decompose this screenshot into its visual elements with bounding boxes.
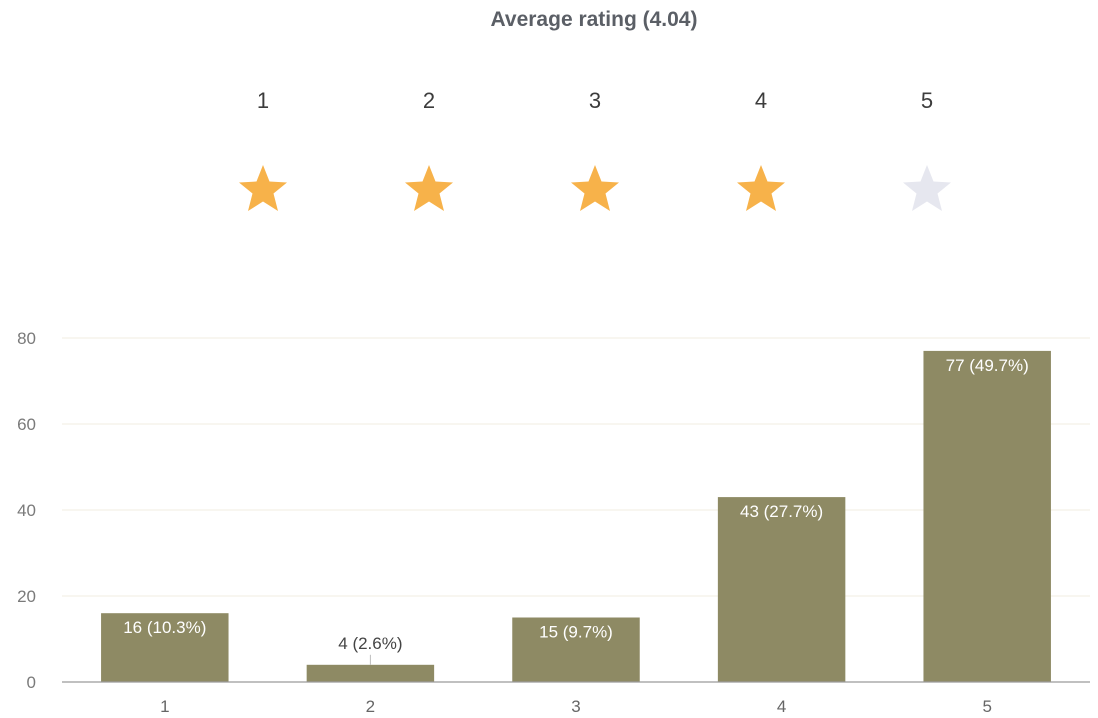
x-tick-label: 4 bbox=[777, 697, 786, 716]
bar bbox=[717, 497, 846, 682]
star-icon bbox=[735, 163, 787, 213]
y-tick-label: 40 bbox=[17, 501, 36, 520]
bar bbox=[306, 664, 435, 682]
rating-label-5: 5 bbox=[920, 88, 934, 113]
y-tick-label: 20 bbox=[17, 587, 36, 606]
data-label: 15 (9.7%) bbox=[539, 623, 613, 642]
chart-title: Average rating (4.04) bbox=[490, 8, 698, 31]
bar bbox=[101, 613, 229, 682]
star-icon bbox=[237, 163, 289, 213]
x-tick-label: 5 bbox=[982, 697, 991, 716]
bar bbox=[923, 350, 1051, 682]
data-label: 77 (49.7%) bbox=[946, 356, 1029, 375]
rating-label-2: 2 bbox=[422, 88, 436, 113]
y-tick-label: 80 bbox=[17, 329, 36, 348]
bar bbox=[512, 617, 640, 682]
x-tick-label: 3 bbox=[571, 697, 580, 716]
rating-label-3: 3 bbox=[588, 88, 602, 113]
y-tick-label: 0 bbox=[27, 673, 36, 692]
star-icon bbox=[403, 163, 455, 213]
star-icon bbox=[901, 163, 953, 213]
star-icon bbox=[569, 163, 621, 213]
data-label: 43 (27.7%) bbox=[740, 502, 823, 521]
y-tick-label: 60 bbox=[17, 415, 36, 434]
x-tick-label: 1 bbox=[160, 697, 169, 716]
rating-label-4: 4 bbox=[754, 88, 768, 113]
data-label: 16 (10.3%) bbox=[123, 618, 206, 637]
data-label: 4 (2.6%) bbox=[338, 634, 402, 653]
rating-label-1: 1 bbox=[256, 88, 270, 113]
x-tick-label: 2 bbox=[366, 697, 375, 716]
